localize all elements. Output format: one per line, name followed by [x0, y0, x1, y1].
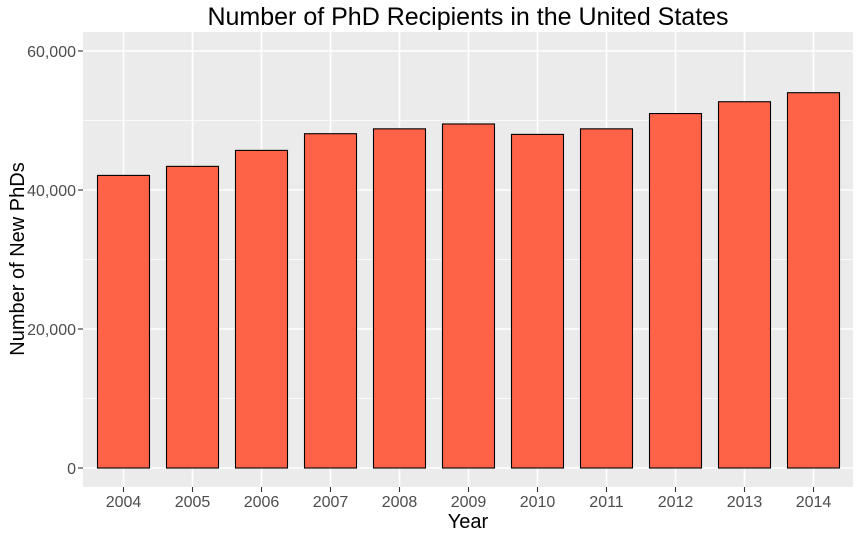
bar-2005: [165, 165, 220, 469]
bar-2014: [786, 92, 841, 469]
x-tick-label: 2012: [658, 494, 694, 511]
x-tick-label: 2010: [520, 494, 556, 511]
y-tick-label: 0: [67, 461, 76, 478]
bars-group: [96, 92, 841, 469]
x-tick-label: 2006: [244, 494, 280, 511]
x-tick-label: 2008: [382, 494, 418, 511]
x-tick-label: 2005: [175, 494, 211, 511]
chart-title: Number of PhD Recipients in the United S…: [207, 3, 728, 31]
y-axis: 0 20,000 40,000 60,000: [27, 44, 83, 478]
bar-2004: [96, 174, 151, 469]
x-tick-label: 2011: [589, 494, 624, 511]
bar-2009: [441, 123, 496, 469]
x-tick-label: 2009: [451, 494, 487, 511]
y-tick-label: 20,000: [27, 322, 76, 339]
bar-2013: [717, 101, 772, 469]
y-tick-label: 40,000: [27, 183, 76, 200]
bar-2010: [510, 133, 565, 469]
bar-2007: [303, 133, 358, 469]
x-tick-label: 2007: [313, 494, 349, 511]
y-axis-title: Number of New PhDs: [7, 162, 29, 355]
bar-2008: [372, 128, 427, 469]
x-tick-label: 2013: [727, 494, 763, 511]
bar-2012: [648, 113, 703, 469]
x-tick-label: 2014: [796, 494, 832, 511]
x-axis: 2004 2005 2006 2007 2008 2009 2010 2011 2012 2013…: [106, 487, 832, 511]
bar-2006: [234, 149, 289, 469]
y-tick-label: 60,000: [27, 44, 76, 61]
bar-2011: [579, 128, 634, 469]
x-axis-title: Year: [448, 511, 489, 533]
x-tick-label: 2004: [106, 494, 142, 511]
